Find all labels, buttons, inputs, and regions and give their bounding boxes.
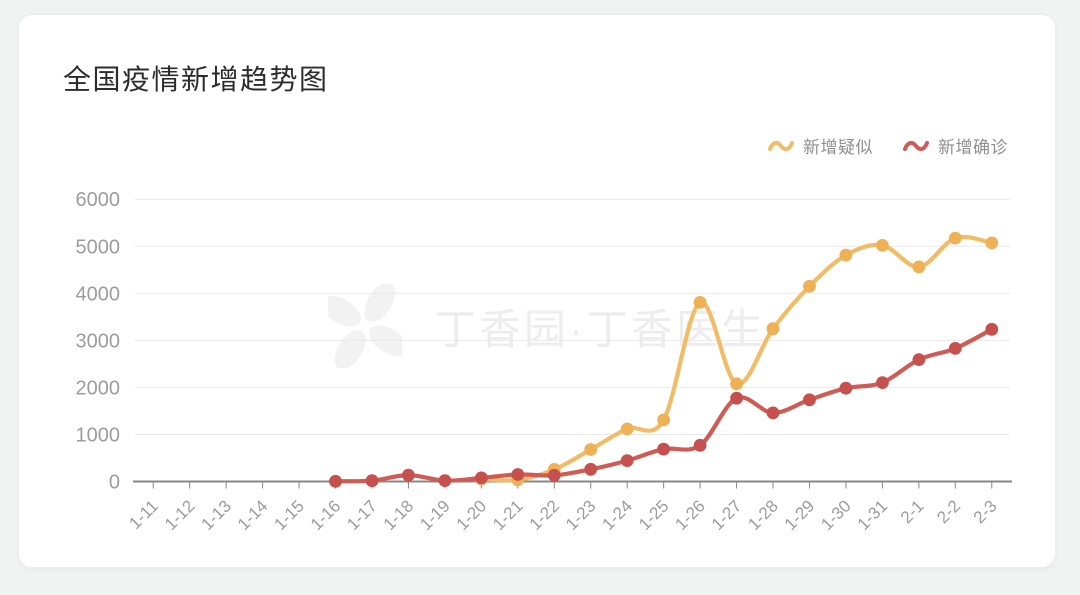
confirmed-series-data-point[interactable] bbox=[912, 353, 926, 366]
suspected-series-data-point[interactable] bbox=[948, 231, 962, 245]
confirmed-series-data-point[interactable] bbox=[547, 468, 561, 482]
x-tick-label: 1-25 bbox=[635, 496, 672, 533]
confirmed-series-data-point[interactable] bbox=[803, 393, 816, 407]
x-tick-label: 1-18 bbox=[380, 496, 417, 533]
y-tick-label: 1000 bbox=[76, 424, 121, 446]
legend-label-suspected: 新增疑似 bbox=[803, 138, 873, 157]
x-tick-label: 1-24 bbox=[599, 496, 636, 533]
x-tick-label: 1-29 bbox=[781, 496, 818, 533]
x-tick-label: 1-26 bbox=[671, 496, 708, 533]
x-tick-label: 1-21 bbox=[489, 496, 526, 533]
x-tick-label: 2-1 bbox=[897, 496, 928, 527]
confirmed-series-data-point[interactable] bbox=[620, 454, 634, 467]
x-tick-label: 1-14 bbox=[234, 496, 271, 533]
x-tick-label: 1-30 bbox=[817, 496, 854, 533]
x-tick-label: 1-15 bbox=[270, 496, 307, 533]
y-tick-label: 4000 bbox=[76, 283, 121, 305]
suspected-series-data-point[interactable] bbox=[657, 413, 670, 427]
x-tick-label: 1-19 bbox=[416, 496, 453, 533]
legend-item-suspected[interactable]: 新增疑似 bbox=[768, 133, 873, 158]
chart-legend: 新增疑似 新增确诊 bbox=[768, 133, 1008, 158]
y-axis-labels: 0 1000 2000 3000 4000 5000 6000 bbox=[76, 189, 121, 493]
confirmed-series-data-point[interactable] bbox=[839, 381, 853, 395]
y-tick-label: 0 bbox=[109, 472, 120, 494]
wave-icon-confirmed bbox=[903, 140, 929, 151]
confirmed-series-data-point[interactable] bbox=[584, 462, 598, 476]
confirmed-series-data-point[interactable] bbox=[438, 474, 452, 487]
chart-title: 全国疫情新增趋势图 bbox=[63, 64, 329, 95]
y-tick-label: 3000 bbox=[76, 330, 121, 352]
x-tick-label: 1-13 bbox=[197, 496, 234, 533]
suspected-series-data-point[interactable] bbox=[912, 260, 926, 274]
y-tick-label: 2000 bbox=[76, 377, 121, 399]
x-tick-label: 1-20 bbox=[453, 496, 490, 533]
x-tick-label: 1-31 bbox=[854, 496, 891, 533]
suspected-series-data-point[interactable] bbox=[584, 443, 598, 456]
confirmed-series-data-point[interactable] bbox=[948, 342, 962, 355]
y-tick-label: 5000 bbox=[76, 236, 121, 258]
suspected-series-data-point[interactable] bbox=[839, 248, 853, 262]
suspected-series-data-point[interactable] bbox=[985, 236, 999, 250]
confirmed-series-data-point[interactable] bbox=[766, 406, 780, 420]
confirmed-series-data-point[interactable] bbox=[985, 322, 999, 336]
x-tick-label: 1-16 bbox=[307, 496, 344, 533]
confirmed-series-data-point[interactable] bbox=[475, 471, 488, 485]
confirmed-series-data-point[interactable] bbox=[693, 438, 707, 452]
x-tick-label: 1-11 bbox=[125, 496, 162, 533]
suspected-series-data-point[interactable] bbox=[766, 322, 780, 336]
x-tick-label: 2-2 bbox=[933, 496, 964, 527]
confirmed-series-data-point[interactable] bbox=[402, 468, 415, 482]
confirmed-series-data-point[interactable] bbox=[511, 468, 525, 481]
suspected-series bbox=[475, 231, 999, 487]
x-tick-label: 2-3 bbox=[970, 496, 1001, 527]
x-axis-labels: 1-111-121-131-141-151-161-171-181-191-20… bbox=[125, 496, 1000, 533]
x-tick-label: 1-22 bbox=[526, 496, 563, 533]
x-tick-label: 1-12 bbox=[161, 496, 198, 533]
confirmed-series-data-point[interactable] bbox=[730, 391, 743, 405]
confirmed-series bbox=[329, 322, 999, 488]
confirmed-series-data-point[interactable] bbox=[329, 474, 342, 488]
suspected-series-data-point[interactable] bbox=[876, 239, 889, 252]
x-tick-label: 1-28 bbox=[744, 496, 781, 533]
x-tick-label: 1-17 bbox=[343, 496, 380, 533]
legend-label-confirmed: 新增确诊 bbox=[938, 138, 1008, 157]
x-tick-label: 1-23 bbox=[562, 496, 599, 533]
x-axis-ticks bbox=[152, 482, 993, 489]
confirmed-series-data-point[interactable] bbox=[876, 376, 889, 389]
suspected-series-data-point[interactable] bbox=[730, 377, 743, 391]
y-tick-label: 6000 bbox=[76, 189, 121, 211]
confirmed-series-data-point[interactable] bbox=[657, 442, 670, 456]
suspected-series-line bbox=[479, 234, 994, 483]
wave-icon-suspected bbox=[768, 140, 794, 151]
suspected-series-data-point[interactable] bbox=[693, 296, 707, 309]
confirmed-series-data-point[interactable] bbox=[365, 474, 379, 488]
legend-item-confirmed[interactable]: 新增确诊 bbox=[903, 133, 1008, 158]
x-tick-label: 1-27 bbox=[708, 496, 745, 533]
y-gridlines bbox=[135, 198, 1010, 435]
confirmed-series-line bbox=[333, 327, 994, 484]
suspected-series-data-point[interactable] bbox=[620, 422, 634, 436]
suspected-series-data-point[interactable] bbox=[803, 279, 816, 293]
